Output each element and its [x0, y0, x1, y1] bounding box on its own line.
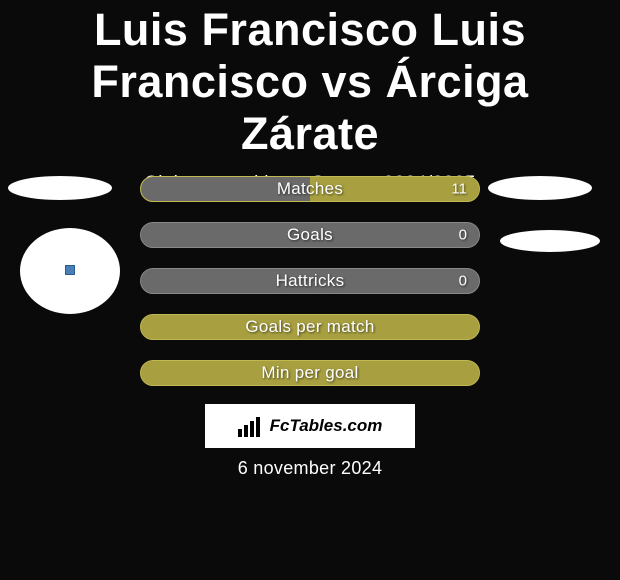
placeholder-pixel-icon: [65, 265, 75, 275]
comparison-bars: Matches 11 Goals 0 Hattricks 0 Goals per match…: [140, 176, 480, 406]
stat-bar: Min per goal: [140, 360, 480, 386]
stat-bar-label: Min per goal: [261, 363, 358, 383]
stat-bar-value: 11: [451, 181, 467, 198]
footer-date: 6 november 2024: [0, 458, 620, 479]
stat-bar-label: Goals: [287, 225, 333, 245]
stat-bar-label: Matches: [277, 179, 343, 199]
stat-bar-value: 0: [459, 227, 467, 244]
avatar-ellipse: [8, 176, 112, 200]
avatar-ellipse: [500, 230, 600, 252]
stat-bar: Goals per match: [140, 314, 480, 340]
stat-bar-value: 0: [459, 273, 467, 290]
stat-bar: Matches 11: [140, 176, 480, 202]
stat-bar-label: Goals per match: [245, 317, 374, 337]
stat-bar: Hattricks 0: [140, 268, 480, 294]
avatar-ellipse: [488, 176, 592, 200]
page-title: Luis Francisco Luis Francisco vs Árciga …: [0, 0, 620, 159]
stat-bar-label: Hattricks: [276, 271, 345, 291]
fctables-logo: FcTables.com: [205, 404, 415, 448]
logo-text: FcTables.com: [270, 416, 383, 436]
bars-icon: [238, 415, 264, 437]
stat-bar: Goals 0: [140, 222, 480, 248]
